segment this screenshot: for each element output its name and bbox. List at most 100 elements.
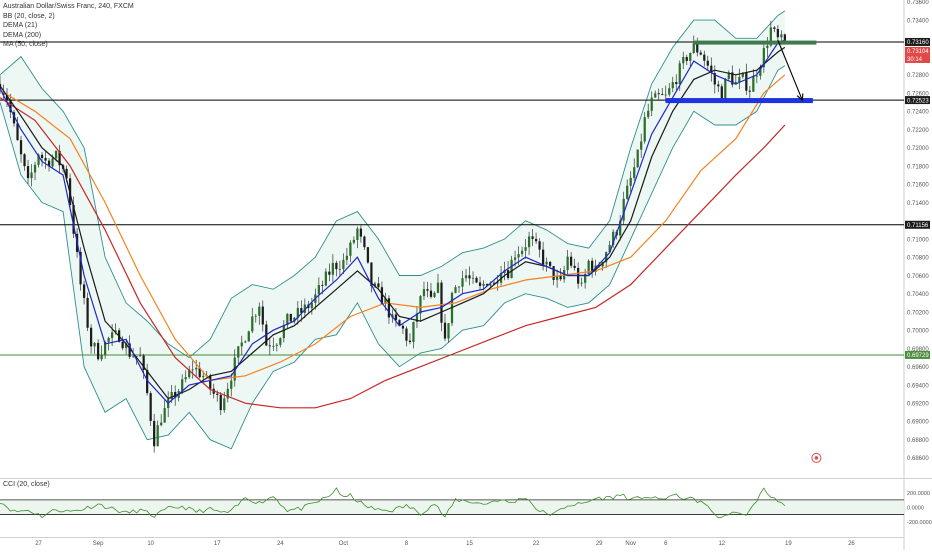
level-tag-label: 0.69729 — [907, 353, 929, 359]
candle-body — [675, 82, 678, 85]
price-tag-label: 30:14 — [907, 57, 923, 63]
price-tick-label: 0.71000 — [907, 237, 929, 243]
price-tag-0 — [905, 46, 930, 55]
indicator-ma50-label: MA (50, close) — [3, 41, 48, 49]
candle-body — [5, 94, 9, 101]
cci-line — [0, 487, 786, 519]
candle-body — [664, 94, 667, 96]
candle-body — [727, 72, 730, 79]
candle-body — [244, 341, 247, 343]
price-tick-label: 0.72000 — [907, 146, 929, 152]
candle-body — [310, 302, 313, 309]
candle-body — [377, 283, 380, 288]
price-tick-label: 0.73400 — [907, 18, 929, 24]
candle-body — [96, 342, 100, 360]
indicator-bb-label: BB (20, close, 2) — [3, 12, 55, 20]
candle-body — [142, 355, 145, 370]
candle-body — [654, 93, 657, 98]
indicator-dema21-label: DEMA (21) — [3, 22, 38, 30]
candle-body — [149, 393, 152, 421]
candle-body — [219, 394, 222, 411]
candle-body — [510, 259, 513, 279]
price-tick-label: 0.71600 — [907, 183, 929, 189]
price-tick-label: 0.72800 — [907, 73, 929, 79]
candle-body — [419, 296, 422, 314]
candle-body — [591, 260, 594, 272]
candle-body — [268, 345, 271, 347]
candle-body — [703, 54, 706, 61]
level-tag-label: 0.71156 — [907, 223, 929, 229]
price-tick-label: 0.72600 — [907, 91, 929, 97]
candle-body — [300, 308, 303, 313]
candle-body — [146, 369, 149, 394]
candle-body — [384, 298, 387, 304]
candle-body — [415, 313, 419, 323]
candle-body — [433, 292, 436, 297]
candle-body — [485, 283, 489, 286]
candle-body — [247, 331, 250, 342]
candle-body — [731, 72, 734, 85]
overlay-bb-basis — [0, 39, 786, 405]
candle-body — [752, 76, 755, 92]
candle-body — [93, 342, 96, 347]
candle-body — [580, 282, 583, 284]
chart-legend: Australian Dollar/Swiss Franc, 240, FXCM… — [3, 2, 134, 50]
candle-body — [51, 158, 54, 167]
candle-body — [40, 154, 44, 158]
time-tick-label: 24 — [277, 541, 284, 547]
candle-body — [170, 392, 173, 400]
price-tick-label: 0.69800 — [907, 347, 929, 353]
candle-body — [447, 323, 450, 339]
candle-body — [622, 198, 625, 221]
candle-body — [587, 260, 590, 275]
price-tick-label: 0.68800 — [907, 438, 929, 444]
price-tick-label: 0.73600 — [907, 0, 929, 6]
candle-body — [163, 408, 166, 423]
candle-body — [759, 67, 762, 76]
time-tick-label: 15 — [466, 541, 473, 547]
candle-body — [682, 57, 685, 64]
candle-body — [762, 48, 765, 68]
candle-body — [107, 337, 110, 342]
candle-body — [780, 34, 783, 38]
candle-body — [422, 289, 426, 297]
candle-body — [198, 367, 201, 378]
cci-tick-label: -200.0000 — [907, 520, 932, 526]
candle-body — [2, 91, 5, 95]
candle-body — [464, 275, 468, 279]
candle-body — [366, 247, 370, 263]
candle-body — [114, 330, 117, 333]
candle-body — [82, 284, 86, 298]
price-tick-label: 0.70000 — [907, 329, 929, 335]
candle-body — [570, 256, 573, 266]
candle-body — [100, 354, 103, 360]
candle-body — [30, 172, 33, 179]
price-tick-label: 0.68600 — [907, 456, 929, 462]
level-tag-3 — [905, 350, 930, 359]
candle-body — [717, 84, 720, 87]
candle-body — [65, 168, 68, 179]
candle-body — [209, 375, 212, 389]
price-tick-label: 0.69200 — [907, 401, 929, 407]
price-tag-1 — [905, 54, 930, 63]
candle-body — [174, 392, 177, 398]
candle-body — [552, 266, 555, 280]
bollinger-band-fill — [0, 10, 785, 449]
time-tick-label: 12 — [718, 541, 725, 547]
candle-body — [356, 228, 359, 240]
candle-body — [349, 242, 352, 256]
candle-body — [103, 341, 107, 355]
candle-body — [79, 251, 82, 285]
candle-body — [710, 65, 713, 74]
candle-body — [706, 60, 709, 66]
level-tag-0 — [905, 37, 930, 46]
candle-body — [261, 306, 264, 325]
candle-body — [47, 160, 51, 167]
candle-body — [689, 52, 692, 61]
price-tick-label: 0.70400 — [907, 292, 929, 298]
candle-body — [16, 123, 19, 141]
candle-body — [370, 262, 373, 287]
candle-body — [86, 297, 89, 328]
